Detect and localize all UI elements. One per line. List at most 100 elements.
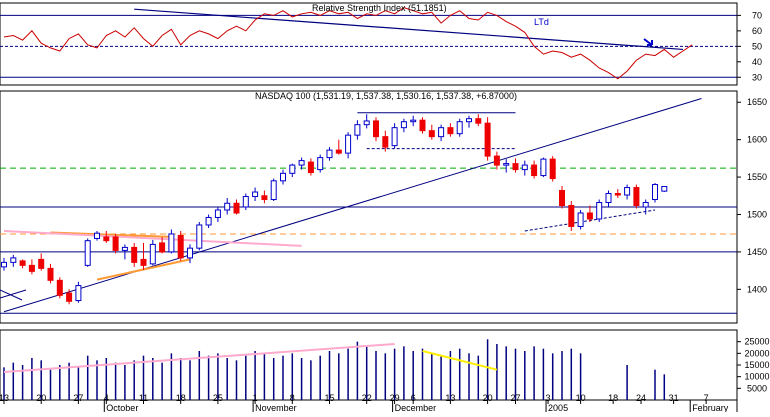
x-day-label: 20 [483, 393, 493, 403]
rsi-y-tick-label: 50 [752, 41, 762, 51]
price-y-tick-label: 1500 [747, 209, 767, 219]
rsi-arrow-shape [643, 38, 653, 46]
candle-body-18 [168, 233, 175, 253]
candle-body-47 [438, 127, 445, 138]
candle-body-49 [456, 121, 463, 135]
x-day-label: 15 [324, 393, 334, 403]
candle-body-17 [159, 242, 166, 253]
x-day-label: 20 [36, 393, 46, 403]
candle-body-7 [66, 292, 73, 302]
candle-body-13 [121, 246, 128, 251]
candle-body-23 [214, 209, 221, 218]
candle-body-32 [298, 160, 305, 166]
rsi-panel-title: Relative Strength Index (51.1851) [312, 3, 447, 13]
rsi-y-tick-label: 70 [752, 10, 762, 20]
candle-body-37 [345, 134, 352, 154]
x-day-label: 4 [104, 393, 109, 403]
x-month-label: October [106, 403, 138, 412]
candle-body-57 [531, 164, 538, 177]
rsi-panel-frame [0, 2, 738, 86]
x-day-label: 11 [139, 393, 148, 403]
x-month-label: December [395, 403, 437, 412]
x-day-label: 29 [390, 393, 400, 403]
candle-body-48 [447, 127, 454, 135]
x-day-label: 18 [608, 393, 618, 403]
x-day-label: 27 [510, 393, 520, 403]
candle-body-63 [586, 212, 593, 220]
candle-body-12 [112, 236, 119, 251]
candle-body-28 [261, 195, 268, 201]
rsi-series-line [3, 7, 693, 80]
candle-body-26 [242, 196, 249, 208]
volume-y-tick-label: 5000 [747, 383, 767, 393]
rsi-y-tick-label: 30 [752, 72, 762, 82]
candle-body-54 [503, 163, 510, 166]
rsi-trendline [134, 8, 683, 51]
x-month-label: 2005 [548, 403, 568, 412]
x-day-label: 13 [445, 393, 455, 403]
candle-body-10 [94, 232, 100, 239]
rsi-y-tick-label: 60 [752, 26, 762, 36]
price-trendline-0 [3, 98, 702, 313]
x-day-label: 7 [704, 393, 709, 403]
price-y-tick-label: 1550 [747, 172, 767, 182]
rsi-ltd-annotation: LTd [534, 17, 549, 27]
candle-body-69 [642, 202, 649, 208]
candle-body-15 [140, 258, 147, 266]
x-month-label: November [255, 403, 297, 412]
volume-y-tick-label: 25000 [744, 337, 769, 347]
candle-body-6 [56, 279, 63, 296]
candle-body-60 [559, 190, 565, 207]
candle-body-38 [354, 124, 361, 136]
candle-body-36 [335, 149, 342, 154]
candle-body-24 [224, 202, 231, 211]
candle-body-40 [373, 120, 379, 138]
price-y-tick-label: 1650 [747, 97, 767, 107]
x-month-label: February [692, 403, 729, 412]
volume-y-tick-label: 20000 [744, 348, 769, 358]
candle-body-53 [493, 155, 500, 166]
x-day-label: 6 [411, 393, 416, 403]
candle-body-39 [363, 120, 370, 126]
price-trendline-5 [3, 229, 302, 247]
candle-body-52 [484, 122, 491, 157]
candle-body-41 [382, 136, 389, 148]
candle-body-68 [633, 187, 640, 207]
candle-body-9 [84, 240, 91, 266]
candle-body-45 [419, 119, 426, 132]
candle-body-4 [38, 258, 45, 269]
candle-body-0 [1, 261, 7, 268]
candle-body-19 [177, 234, 184, 259]
rsi-arrow-icon [643, 38, 653, 46]
x-day-label: 18 [176, 393, 186, 403]
candle-body-42 [391, 127, 398, 147]
candle-body-33 [307, 161, 314, 174]
candle-body-34 [317, 157, 324, 171]
x-day-label: 3 [546, 393, 551, 403]
x-day-label: 1 [253, 393, 258, 403]
candle-body-5 [47, 267, 54, 281]
candle-body-8 [75, 285, 82, 302]
price-y-tick-label: 1600 [747, 135, 767, 145]
candle-body-58 [540, 158, 547, 177]
price-cross-line-a [0, 289, 27, 299]
candle-body-51 [475, 118, 482, 124]
x-day-label: 27 [73, 393, 83, 403]
candle-body-70 [652, 184, 658, 201]
candle-body-11 [103, 236, 110, 242]
price-y-tick-label: 1450 [747, 247, 767, 257]
candle-body-27 [252, 191, 259, 198]
candle-body-30 [280, 172, 286, 182]
candle-body-25 [233, 202, 240, 214]
volume-y-tick-label: 15000 [744, 360, 769, 370]
x-day-label: 24 [636, 393, 646, 403]
price-panel-title: NASDAQ 100 (1,531.19, 1,537.38, 1,530.16… [255, 91, 517, 101]
price-trendline-3 [50, 231, 172, 238]
candle-body-16 [149, 243, 156, 265]
price-y-tick-label: 1400 [747, 284, 767, 294]
volume-overlay-0 [3, 343, 395, 373]
candle-body-62 [577, 212, 584, 227]
candle-body-46 [428, 130, 435, 138]
